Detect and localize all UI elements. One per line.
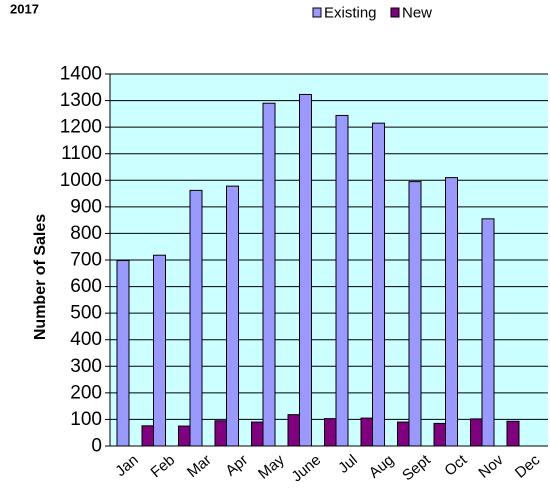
bar-new-feb (178, 425, 191, 447)
legend-label-existing: Existing (324, 5, 377, 22)
legend-swatch-existing (312, 7, 322, 18)
bar-new-may (287, 414, 301, 447)
bar-existing-may (262, 102, 276, 447)
y-tick-label: 1300 (60, 90, 102, 111)
bar-existing-jan (116, 260, 130, 447)
bar-new-june (324, 418, 337, 447)
bar-existing-feb (153, 254, 166, 447)
y-tick-label: 1200 (60, 117, 102, 138)
bar-new-apr (251, 421, 264, 447)
bar-existing-mar (189, 189, 203, 447)
bar-existing-sept (408, 181, 422, 447)
y-axis-label: Number of Sales (32, 214, 49, 340)
x-tick-label: Mar (184, 451, 215, 481)
y-tick-label: 200 (70, 382, 102, 403)
bar-new-jul (360, 417, 374, 447)
bar-existing-nov (481, 218, 495, 447)
y-tick-label: 800 (70, 223, 102, 244)
y-tick-label: 400 (70, 329, 102, 350)
chart-title: 2017 (10, 2, 39, 17)
bar-existing-oct (445, 177, 458, 447)
y-tick-label: 700 (70, 250, 102, 271)
bar-new-jan (141, 425, 155, 447)
y-tick-label: 1100 (61, 143, 102, 164)
bars (116, 93, 520, 447)
y-tick-label: 0 (91, 436, 102, 457)
y-tick-label: 600 (70, 276, 102, 297)
x-tick-label: Feb (147, 451, 178, 481)
y-tick-label: 100 (70, 409, 102, 430)
bar-existing-apr (226, 185, 239, 447)
y-tick-label: 300 (70, 356, 102, 377)
bar-new-aug (397, 421, 410, 447)
y-tick-label: 500 (70, 303, 102, 324)
bar-existing-jul (335, 114, 349, 447)
y-tick-label: 1400 (60, 64, 102, 85)
x-tick-label: Jan (112, 451, 141, 480)
x-tick-label: Sept (399, 451, 434, 484)
bar-new-nov (506, 420, 520, 447)
y-axis-ticks: 0 100 200 300 400 500 600 700 800 900 1000 1100 1200… (60, 64, 110, 457)
x-tick-label: Oct (441, 451, 470, 480)
x-tick-label: Apr (222, 451, 251, 479)
y-tick-label: 1000 (60, 170, 102, 191)
bar-new-oct (470, 418, 483, 447)
bar-existing-aug (372, 122, 385, 447)
y-tick-label: 900 (70, 196, 102, 217)
x-tick-label: Jul (335, 451, 361, 476)
x-tick-label: June (288, 451, 324, 485)
gridlines (110, 73, 548, 420)
bar-new-sept (433, 422, 447, 447)
legend: Existing New (312, 5, 432, 22)
x-tick-label: Dec (512, 451, 544, 481)
bar-new-mar (214, 420, 228, 447)
x-tick-label: Nov (475, 451, 507, 481)
legend-swatch-new (390, 7, 400, 18)
bar-existing-june (299, 93, 312, 447)
x-tick-label: Aug (366, 451, 397, 481)
x-tick-label: May (255, 451, 288, 483)
legend-label-new: New (402, 5, 432, 22)
x-axis-ticks: Jan Feb Mar Apr May June Jul Aug Sept Oct Nov Dec (112, 451, 543, 485)
